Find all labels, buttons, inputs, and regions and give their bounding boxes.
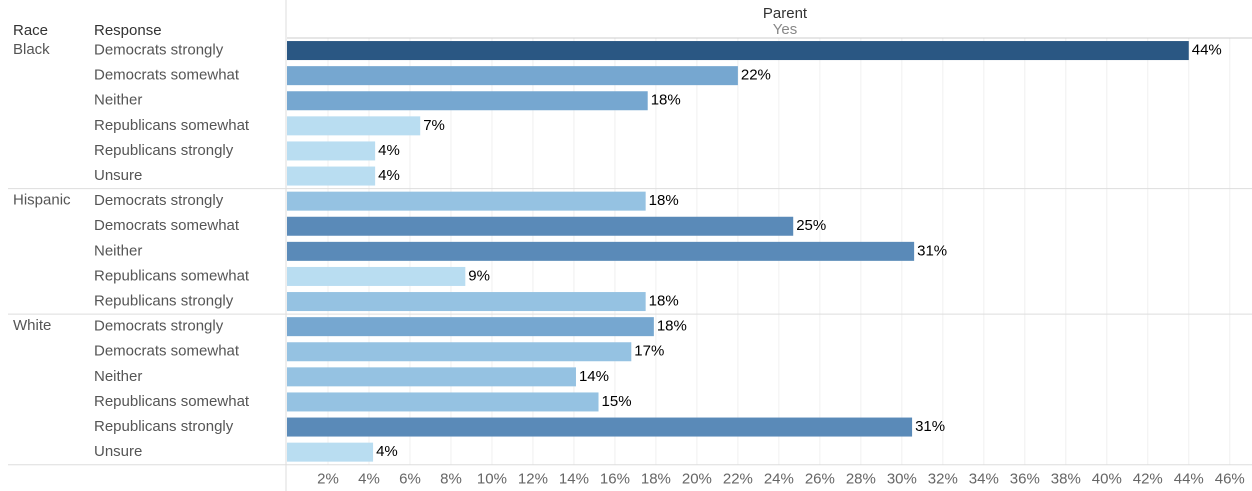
x-tick-label: 32% bbox=[928, 471, 958, 488]
race-label: Hispanic bbox=[13, 192, 71, 209]
response-label: Republicans somewhat bbox=[94, 393, 250, 410]
response-label: Democrats strongly bbox=[94, 192, 224, 209]
x-tick-label: 6% bbox=[399, 471, 421, 488]
response-label: Unsure bbox=[94, 443, 142, 460]
x-tick-label: 26% bbox=[805, 471, 835, 488]
response-label: Democrats somewhat bbox=[94, 343, 240, 360]
race-label: White bbox=[13, 317, 51, 334]
bar bbox=[287, 191, 646, 211]
bar bbox=[287, 116, 421, 136]
bar bbox=[287, 241, 915, 261]
response-label: Neither bbox=[94, 368, 142, 385]
value-label: 4% bbox=[376, 443, 398, 460]
response-label: Neither bbox=[94, 92, 142, 109]
x-tick-label: 2% bbox=[317, 471, 339, 488]
bar bbox=[287, 166, 376, 186]
x-tick-label: 24% bbox=[764, 471, 794, 488]
response-label: Democrats somewhat bbox=[94, 67, 240, 84]
value-label: 18% bbox=[649, 293, 679, 310]
response-label: Unsure bbox=[94, 167, 142, 184]
x-tick-label: 18% bbox=[641, 471, 671, 488]
bar bbox=[287, 442, 374, 462]
value-label: 22% bbox=[741, 67, 771, 84]
x-tick-label: 22% bbox=[723, 471, 753, 488]
bar bbox=[287, 417, 913, 437]
bar bbox=[287, 342, 632, 362]
response-label: Neither bbox=[94, 242, 142, 259]
value-label: 44% bbox=[1192, 42, 1222, 59]
x-tick-label: 46% bbox=[1215, 471, 1245, 488]
x-tick-label: 30% bbox=[887, 471, 917, 488]
x-tick-label: 16% bbox=[600, 471, 630, 488]
x-tick-label: 36% bbox=[1010, 471, 1040, 488]
response-label: Republicans somewhat bbox=[94, 117, 250, 134]
response-label: Republicans strongly bbox=[94, 293, 234, 310]
response-label: Democrats strongly bbox=[94, 318, 224, 335]
value-label: 25% bbox=[796, 217, 826, 234]
response-label: Republicans strongly bbox=[94, 418, 234, 435]
x-tick-label: 8% bbox=[440, 471, 462, 488]
bar bbox=[287, 317, 654, 337]
bar bbox=[287, 266, 466, 286]
bar bbox=[287, 141, 376, 161]
bar bbox=[287, 41, 1189, 61]
value-label: 18% bbox=[651, 92, 681, 109]
x-tick-label: 14% bbox=[559, 471, 589, 488]
response-header: Response bbox=[94, 22, 162, 39]
value-label: 7% bbox=[423, 117, 445, 134]
x-tick-label: 10% bbox=[477, 471, 507, 488]
response-label: Republicans strongly bbox=[94, 142, 234, 159]
x-tick-label: 12% bbox=[518, 471, 548, 488]
x-tick-label: 38% bbox=[1051, 471, 1081, 488]
value-label: 17% bbox=[634, 343, 664, 360]
x-tick-label: 4% bbox=[358, 471, 380, 488]
bar bbox=[287, 292, 646, 312]
value-label: 14% bbox=[579, 368, 609, 385]
bar bbox=[287, 367, 576, 387]
x-tick-label: 40% bbox=[1092, 471, 1122, 488]
x-tick-label: 44% bbox=[1174, 471, 1204, 488]
bar bbox=[287, 66, 738, 86]
x-tick-label: 34% bbox=[969, 471, 999, 488]
value-label: 18% bbox=[657, 318, 687, 335]
column-header: Parent bbox=[763, 5, 808, 22]
value-label: 18% bbox=[649, 192, 679, 209]
response-label: Democrats strongly bbox=[94, 42, 224, 59]
value-label: 31% bbox=[915, 418, 945, 435]
bar bbox=[287, 392, 599, 412]
value-label: 4% bbox=[378, 167, 400, 184]
x-tick-label: 42% bbox=[1133, 471, 1163, 488]
race-label: Black bbox=[13, 41, 50, 58]
x-tick-label: 20% bbox=[682, 471, 712, 488]
value-label: 9% bbox=[468, 267, 490, 284]
bar bbox=[287, 91, 648, 111]
response-label: Democrats somewhat bbox=[94, 217, 240, 234]
bar bbox=[287, 216, 794, 236]
value-label: 15% bbox=[602, 393, 632, 410]
row-header: Race bbox=[13, 22, 48, 39]
column-value: Yes bbox=[773, 21, 797, 38]
value-label: 4% bbox=[378, 142, 400, 159]
x-tick-label: 28% bbox=[846, 471, 876, 488]
response-label: Republicans somewhat bbox=[94, 267, 250, 284]
value-label: 31% bbox=[917, 242, 947, 259]
